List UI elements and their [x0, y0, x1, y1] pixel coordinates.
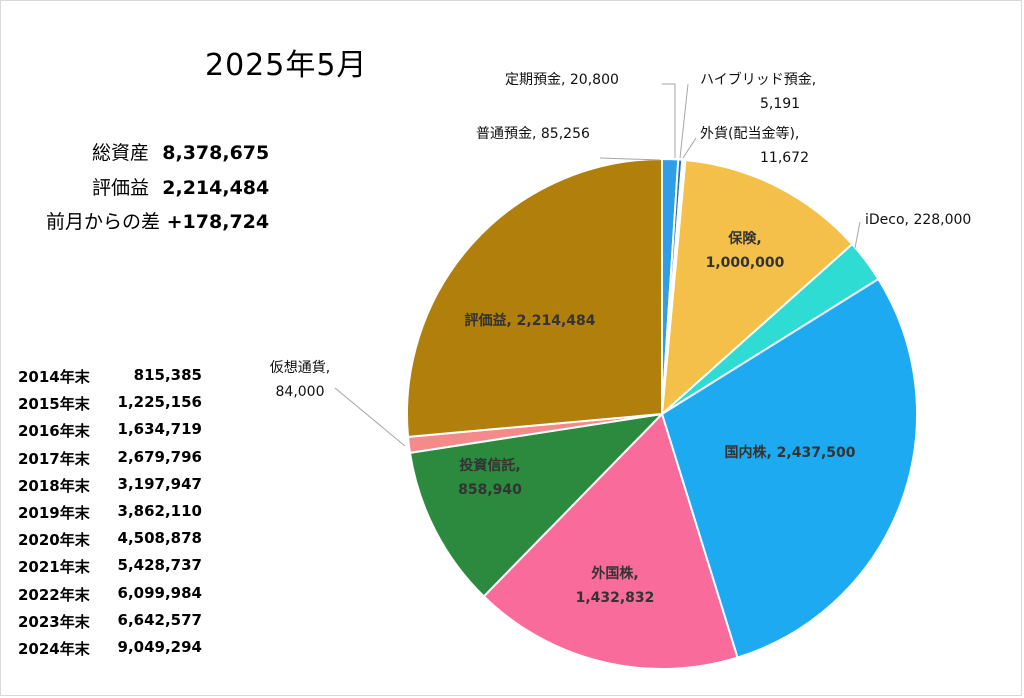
slice-7	[482, 412, 739, 670]
unrealized-gain-label: 評価益	[92, 177, 150, 199]
history-row: 2021年末 5,428,737	[18, 556, 202, 583]
history-table: 2014年末 815,385 2015年末 1,225,156 2016年末 1,63…	[18, 366, 202, 665]
slice-label-value: 1,000,000	[706, 255, 785, 271]
history-value: 6,642,577	[117, 610, 202, 629]
history-year: 2016年末	[18, 422, 90, 441]
slice-8	[408, 412, 665, 598]
history-year: 2019年末	[18, 503, 90, 522]
leader-line	[334, 387, 406, 447]
history-year: 2017年末	[18, 449, 90, 468]
leader-line	[599, 157, 661, 161]
slice-label-value: 11,672	[760, 150, 809, 166]
slice-label-value: 84,000	[276, 384, 325, 400]
history-value: 2,679,796	[117, 447, 202, 466]
history-year: 2020年末	[18, 531, 90, 550]
leader-line	[854, 221, 861, 249]
slice-label-name: 保険,	[727, 230, 761, 247]
history-value: 3,197,947	[117, 474, 202, 493]
history-value: 1,634,719	[117, 420, 202, 439]
history-row: 2022年末 6,099,984	[18, 584, 202, 611]
history-year: 2024年末	[18, 639, 90, 658]
slice-4	[660, 158, 854, 417]
history-value: 6,099,984	[117, 583, 202, 602]
slice-label-value: 5,191	[760, 96, 800, 112]
month-diff-label: 前月からの差	[46, 211, 161, 233]
slice-label: 国内株, 2,437,500	[724, 444, 855, 461]
history-year: 2021年末	[18, 558, 90, 577]
total-assets-row: 総資産 8,378,675	[92, 138, 269, 165]
unrealized-gain-value: 2,214,484	[162, 177, 270, 199]
slice-label-name: ハイブリッド預金,	[700, 71, 816, 88]
slice-label-name: 外貨(配当金等),	[700, 125, 799, 142]
slice-label-name: 仮想通貨,	[270, 359, 330, 376]
slice-label-name: 投資信託,	[459, 457, 520, 474]
slice-10	[406, 157, 663, 438]
slice-label-value: 858,940	[458, 482, 522, 498]
history-row: 2019年末 3,862,110	[18, 502, 202, 529]
history-year: 2018年末	[18, 476, 90, 495]
history-row: 2020年末 4,508,878	[18, 529, 202, 556]
history-row: 2017年末 2,679,796	[18, 448, 202, 475]
history-value: 1,225,156	[117, 393, 202, 412]
history-year: 2015年末	[18, 395, 90, 414]
history-row: 2018年末 3,197,947	[18, 475, 202, 502]
leader-line	[682, 137, 697, 159]
history-year: 2022年末	[18, 585, 90, 604]
total-assets-value: 8,378,675	[162, 142, 270, 164]
month-diff-row: 前月からの差 +178,724	[46, 207, 269, 234]
history-row: 2015年末 1,225,156	[18, 393, 202, 420]
history-row: 2024年末 9,049,294	[18, 638, 202, 665]
history-value: 5,428,737	[117, 556, 202, 575]
leader-line	[662, 83, 676, 158]
slice-label-value: 1,432,832	[576, 590, 655, 606]
slice-label: 定期預金, 20,800	[505, 72, 619, 88]
history-value: 3,862,110	[117, 501, 202, 520]
chart-title: 2025年5月	[205, 48, 368, 83]
slice-label-name: 外国株,	[591, 565, 638, 582]
history-value: 9,049,294	[117, 637, 202, 656]
history-value: 815,385	[133, 366, 202, 384]
slice-label: iDeco, 228,000	[865, 212, 971, 228]
unrealized-gain-row: 評価益 2,214,484	[92, 173, 269, 200]
history-row: 2014年末 815,385	[18, 366, 202, 393]
month-diff-value: +178,724	[166, 211, 270, 233]
slice-label: 評価益, 2,214,484	[464, 312, 595, 329]
history-row: 2023年末 6,642,577	[18, 611, 202, 638]
history-year: 2014年末	[18, 368, 90, 386]
slice-label: 普通預金, 85,256	[476, 126, 590, 142]
leader-line	[679, 83, 689, 159]
slice-6	[660, 277, 919, 659]
history-row: 2016年末 1,634,719	[18, 420, 202, 447]
total-assets-label: 総資産	[92, 142, 150, 164]
history-value: 4,508,878	[117, 529, 202, 548]
history-year: 2023年末	[18, 612, 90, 631]
